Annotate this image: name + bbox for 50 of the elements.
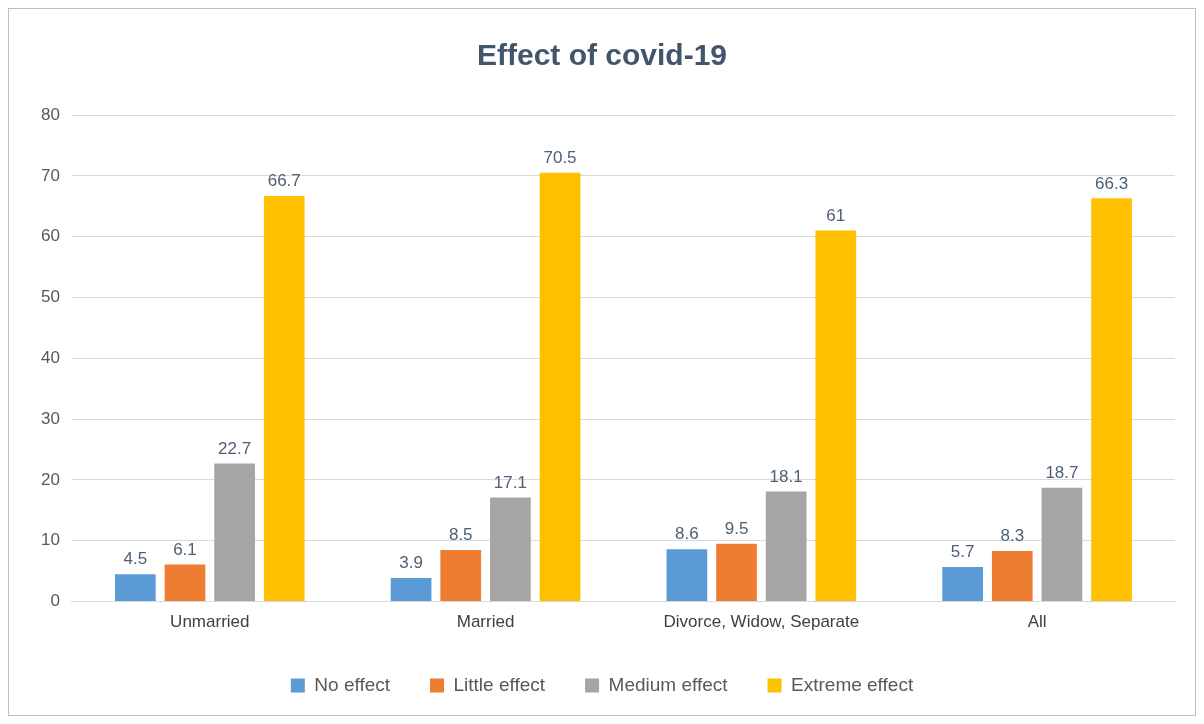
legend-label: Medium effect — [608, 673, 729, 695]
data-label: 70.5 — [543, 147, 577, 167]
bar — [263, 195, 305, 602]
legend-label: No effect — [314, 673, 391, 695]
bar — [666, 549, 708, 602]
y-tick-label: 50 — [40, 287, 60, 307]
bar — [539, 172, 581, 602]
bar — [815, 230, 857, 602]
x-tick-label: Married — [456, 612, 515, 632]
bar — [114, 574, 156, 602]
y-tick-label: 80 — [40, 104, 60, 124]
data-label: 5.7 — [950, 542, 975, 562]
y-tick-label: 40 — [40, 347, 60, 367]
legend-label: Little effect — [453, 673, 546, 695]
bar — [942, 566, 984, 602]
data-label: 66.3 — [1095, 173, 1129, 193]
data-label: 9.5 — [724, 519, 749, 538]
bar — [490, 497, 531, 602]
data-label: 4.5 — [123, 549, 148, 569]
bar — [716, 543, 757, 602]
legend-label: Extreme effect — [791, 673, 914, 695]
data-label: 17.1 — [493, 472, 527, 492]
y-tick-label: 70 — [40, 165, 60, 185]
bar — [991, 551, 1033, 602]
bar — [390, 577, 432, 602]
bar — [765, 491, 807, 602]
x-tick-label: All — [1027, 612, 1047, 632]
y-tick-label: 20 — [40, 469, 60, 489]
chart-title: Effect of covid-19 — [476, 38, 728, 72]
data-label: 8.5 — [448, 525, 473, 545]
data-label: 61 — [826, 205, 846, 225]
y-tick-label: 0 — [50, 591, 60, 611]
bar — [440, 549, 482, 602]
data-label: 6.1 — [173, 539, 197, 559]
data-label: 18.7 — [1045, 463, 1079, 483]
bar — [214, 463, 255, 602]
y-tick-label: 10 — [40, 530, 60, 550]
data-label: 8.3 — [1000, 526, 1025, 546]
data-label: 8.6 — [675, 524, 699, 544]
bar — [1091, 198, 1132, 602]
x-tick-label: Divorce, Widow, Separate — [663, 612, 860, 632]
data-label: 66.7 — [267, 171, 301, 191]
x-tick-label: Unmarried — [170, 612, 250, 632]
y-tick-label: 60 — [40, 226, 60, 246]
bar — [164, 564, 206, 602]
data-label: 22.7 — [218, 438, 252, 458]
data-label: 18.1 — [769, 466, 803, 486]
y-tick-label: 30 — [40, 408, 60, 428]
data-label: 3.9 — [399, 553, 423, 573]
bar — [1041, 487, 1083, 602]
